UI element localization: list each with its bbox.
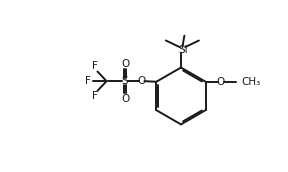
Text: F: F — [92, 61, 98, 71]
Text: F: F — [85, 76, 91, 86]
Text: O: O — [137, 76, 146, 86]
Text: CH₃: CH₃ — [241, 77, 261, 87]
Text: O: O — [121, 58, 129, 68]
Text: S: S — [122, 76, 128, 86]
Text: O: O — [121, 94, 129, 104]
Text: F: F — [92, 91, 98, 101]
Text: Si: Si — [179, 45, 188, 55]
Text: O: O — [217, 77, 225, 87]
